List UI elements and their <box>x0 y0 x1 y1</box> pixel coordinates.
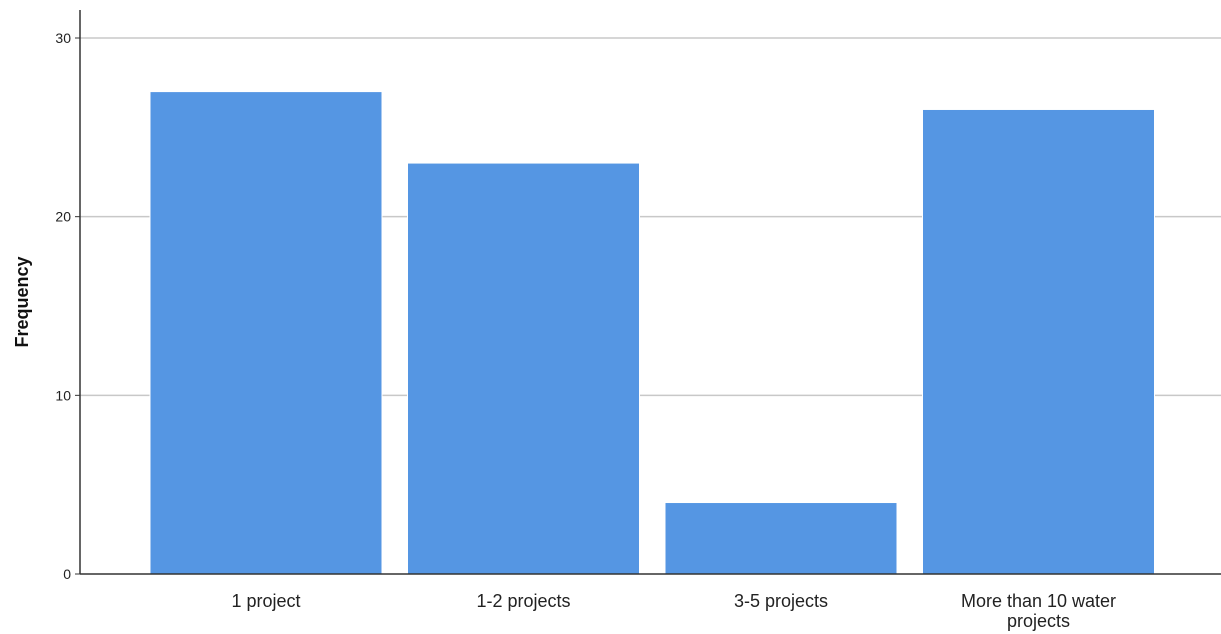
x-category-label: More than 10 water projects <box>961 591 1116 631</box>
bar <box>664 502 898 575</box>
axes <box>79 10 1221 575</box>
y-tick-label: 10 <box>55 387 71 403</box>
x-category-label: 1-2 projects <box>476 591 570 611</box>
bar <box>922 108 1155 575</box>
x-category-label: 1 project <box>231 591 300 611</box>
x-category-labels: 1 project 1-2 projects 3-5 projects More th… <box>231 591 1116 631</box>
y-tick-label: 0 <box>63 566 71 582</box>
y-tick-label: 30 <box>55 30 71 46</box>
bar <box>407 162 640 575</box>
bars <box>149 91 1155 575</box>
y-tick-label: 20 <box>55 209 71 225</box>
bar <box>149 91 383 575</box>
y-axis-title: Frequency <box>12 256 32 347</box>
x-category-label: 3-5 projects <box>734 591 828 611</box>
y-tick-labels: 0 10 20 30 <box>55 30 80 582</box>
